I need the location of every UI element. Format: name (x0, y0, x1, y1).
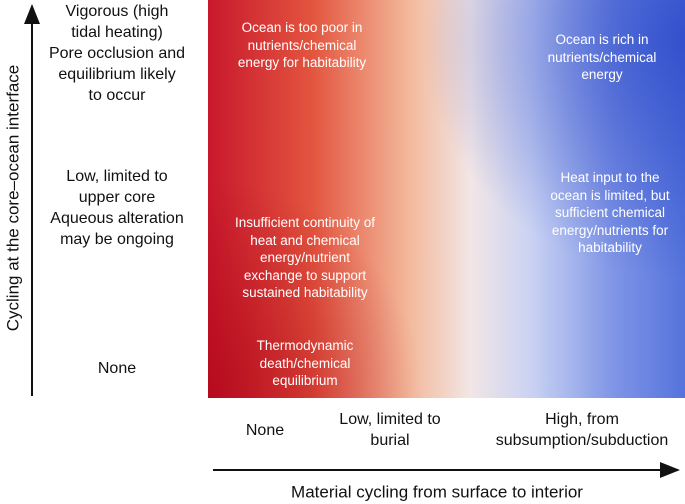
annotation-line: heat and chemical (250, 232, 360, 248)
annotation: Ocean is rich in nutrients/chemical energy (548, 31, 657, 84)
annotation-line: Ocean is rich in (555, 32, 649, 47)
x-axis-label: Material cycling from surface to interio… (291, 482, 583, 501)
x-level-line: Low, limited to (339, 411, 441, 428)
annotation-line: ocean is limited, but (550, 187, 670, 203)
annotation-line: energy for habitability (237, 55, 367, 70)
y-level-line: None (97, 360, 137, 377)
y-level: Low, limited to upper core Aqueous alterat… (50, 166, 183, 250)
y-level-line: Aqueous alteration (50, 210, 184, 227)
x-level: High, from subsumption/subduction (496, 409, 669, 451)
x-level: None (246, 420, 284, 441)
annotation-line: Heat input to the (560, 170, 660, 185)
y-level: Vigorous (high tidal heating) Pore occlusi… (49, 1, 185, 106)
y-level-line: Low, limited to (66, 168, 168, 185)
annotation-line: sustained habitability (242, 285, 368, 300)
annotation-line: death/chemical (259, 355, 351, 371)
annotation-line: sufficient chemical (554, 205, 666, 220)
annotation-line: Thermodynamic (256, 338, 354, 353)
y-axis-label: Cycling at the core–ocean interface (3, 65, 22, 332)
y-level-line: tidal heating) (71, 24, 163, 41)
y-level-line: equilibrium likely (58, 66, 176, 83)
y-level-line: upper core (78, 189, 156, 206)
annotation: Heat input to the ocean is limited, but su… (550, 169, 669, 257)
annotation-line: nutrients/chemical (547, 49, 657, 65)
annotation-line: Insufficient continuity of (234, 215, 376, 230)
annotation-line: energy (581, 67, 623, 82)
y-level-line: to occur (88, 87, 146, 104)
annotation-line: energy/nutrient (259, 250, 351, 265)
y-level-line: may be ongoing (60, 231, 174, 248)
annotation-line: exchange to support (243, 267, 367, 283)
y-level-line: Pore occlusion and (48, 45, 186, 62)
annotation: Thermodynamic death/chemical equilibrium (257, 337, 354, 390)
annotation: Insufficient continuity of heat and chemi… (235, 214, 375, 302)
x-level: Low, limited to burial (339, 409, 440, 451)
annotation-line: habitability (578, 240, 642, 255)
gradient-panel (208, 0, 685, 398)
x-level-line: None (245, 422, 285, 439)
annotation-line: energy/nutrients for (551, 222, 669, 238)
y-level: None (98, 358, 136, 379)
x-level-line: subsumption/subduction (495, 432, 669, 449)
annotation-line: equilibrium (272, 373, 338, 388)
x-level-line: burial (370, 432, 410, 449)
annotation-line: Ocean is too poor in (241, 20, 363, 35)
annotation-line: nutrients/chemical (247, 37, 357, 53)
annotation: Ocean is too poor in nutrients/chemical en… (238, 19, 366, 72)
x-level-line: High, from (545, 411, 619, 428)
y-level-line: Vigorous (high (65, 3, 169, 20)
